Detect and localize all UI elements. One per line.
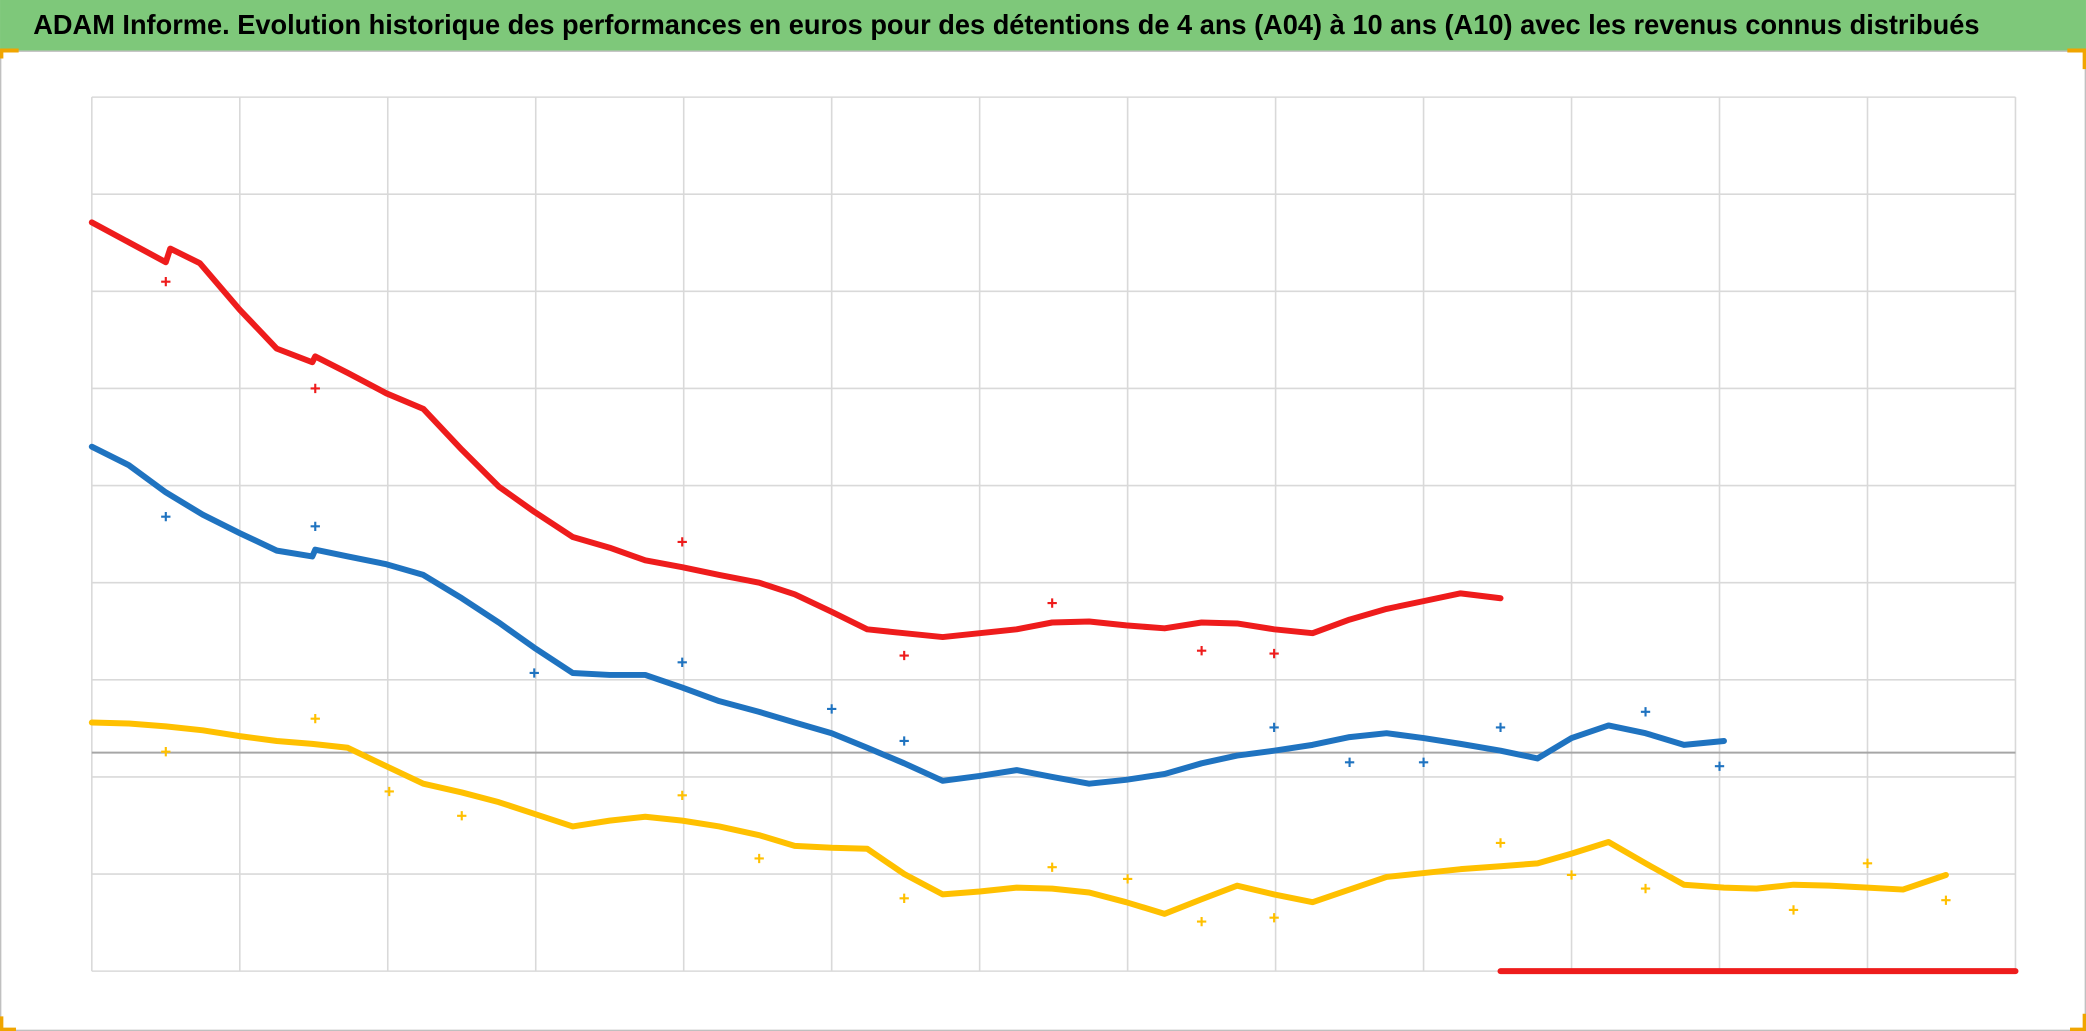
data-point xyxy=(1047,862,1057,872)
data-point xyxy=(384,786,394,797)
corner-marks xyxy=(0,48,2086,1031)
data-point xyxy=(827,704,837,714)
series-line xyxy=(88,443,1727,787)
data-point xyxy=(1344,757,1355,767)
data-point xyxy=(899,893,909,903)
data-point xyxy=(1269,722,1279,733)
data-point xyxy=(1418,757,1429,767)
data-point xyxy=(677,657,687,667)
data-point xyxy=(1862,858,1873,868)
data-point xyxy=(1196,916,1207,927)
data-point xyxy=(1640,883,1651,894)
data-point xyxy=(1566,870,1577,880)
data-point xyxy=(310,713,320,724)
data-point xyxy=(161,747,171,757)
data-point xyxy=(1047,598,1057,608)
data-point xyxy=(1941,895,1951,905)
data-point xyxy=(1714,761,1725,771)
data-point xyxy=(899,736,909,746)
data-point xyxy=(1269,648,1279,659)
data-point xyxy=(457,811,467,821)
data-point xyxy=(1640,707,1651,717)
series-line xyxy=(88,219,1504,641)
series-line xyxy=(88,719,1949,917)
frame xyxy=(0,50,2086,1031)
data-point xyxy=(1122,874,1133,884)
data-point xyxy=(1495,838,1506,848)
data-point xyxy=(529,668,539,678)
data-point xyxy=(1495,722,1506,733)
data-point xyxy=(1788,905,1799,915)
data-point xyxy=(1269,913,1279,923)
data-point xyxy=(677,537,687,547)
data-point xyxy=(1196,646,1207,656)
data-point xyxy=(161,511,171,522)
plot-area xyxy=(88,219,2019,975)
grid xyxy=(91,96,2017,972)
title-bar xyxy=(0,0,2086,51)
data-point xyxy=(899,650,909,661)
data-point xyxy=(310,383,320,394)
data-point xyxy=(161,276,171,287)
data-point xyxy=(677,790,687,801)
chart-title: ADAM Informe. Evolution historique des p… xyxy=(33,9,1979,40)
data-point xyxy=(754,853,764,864)
data-point xyxy=(310,521,320,532)
